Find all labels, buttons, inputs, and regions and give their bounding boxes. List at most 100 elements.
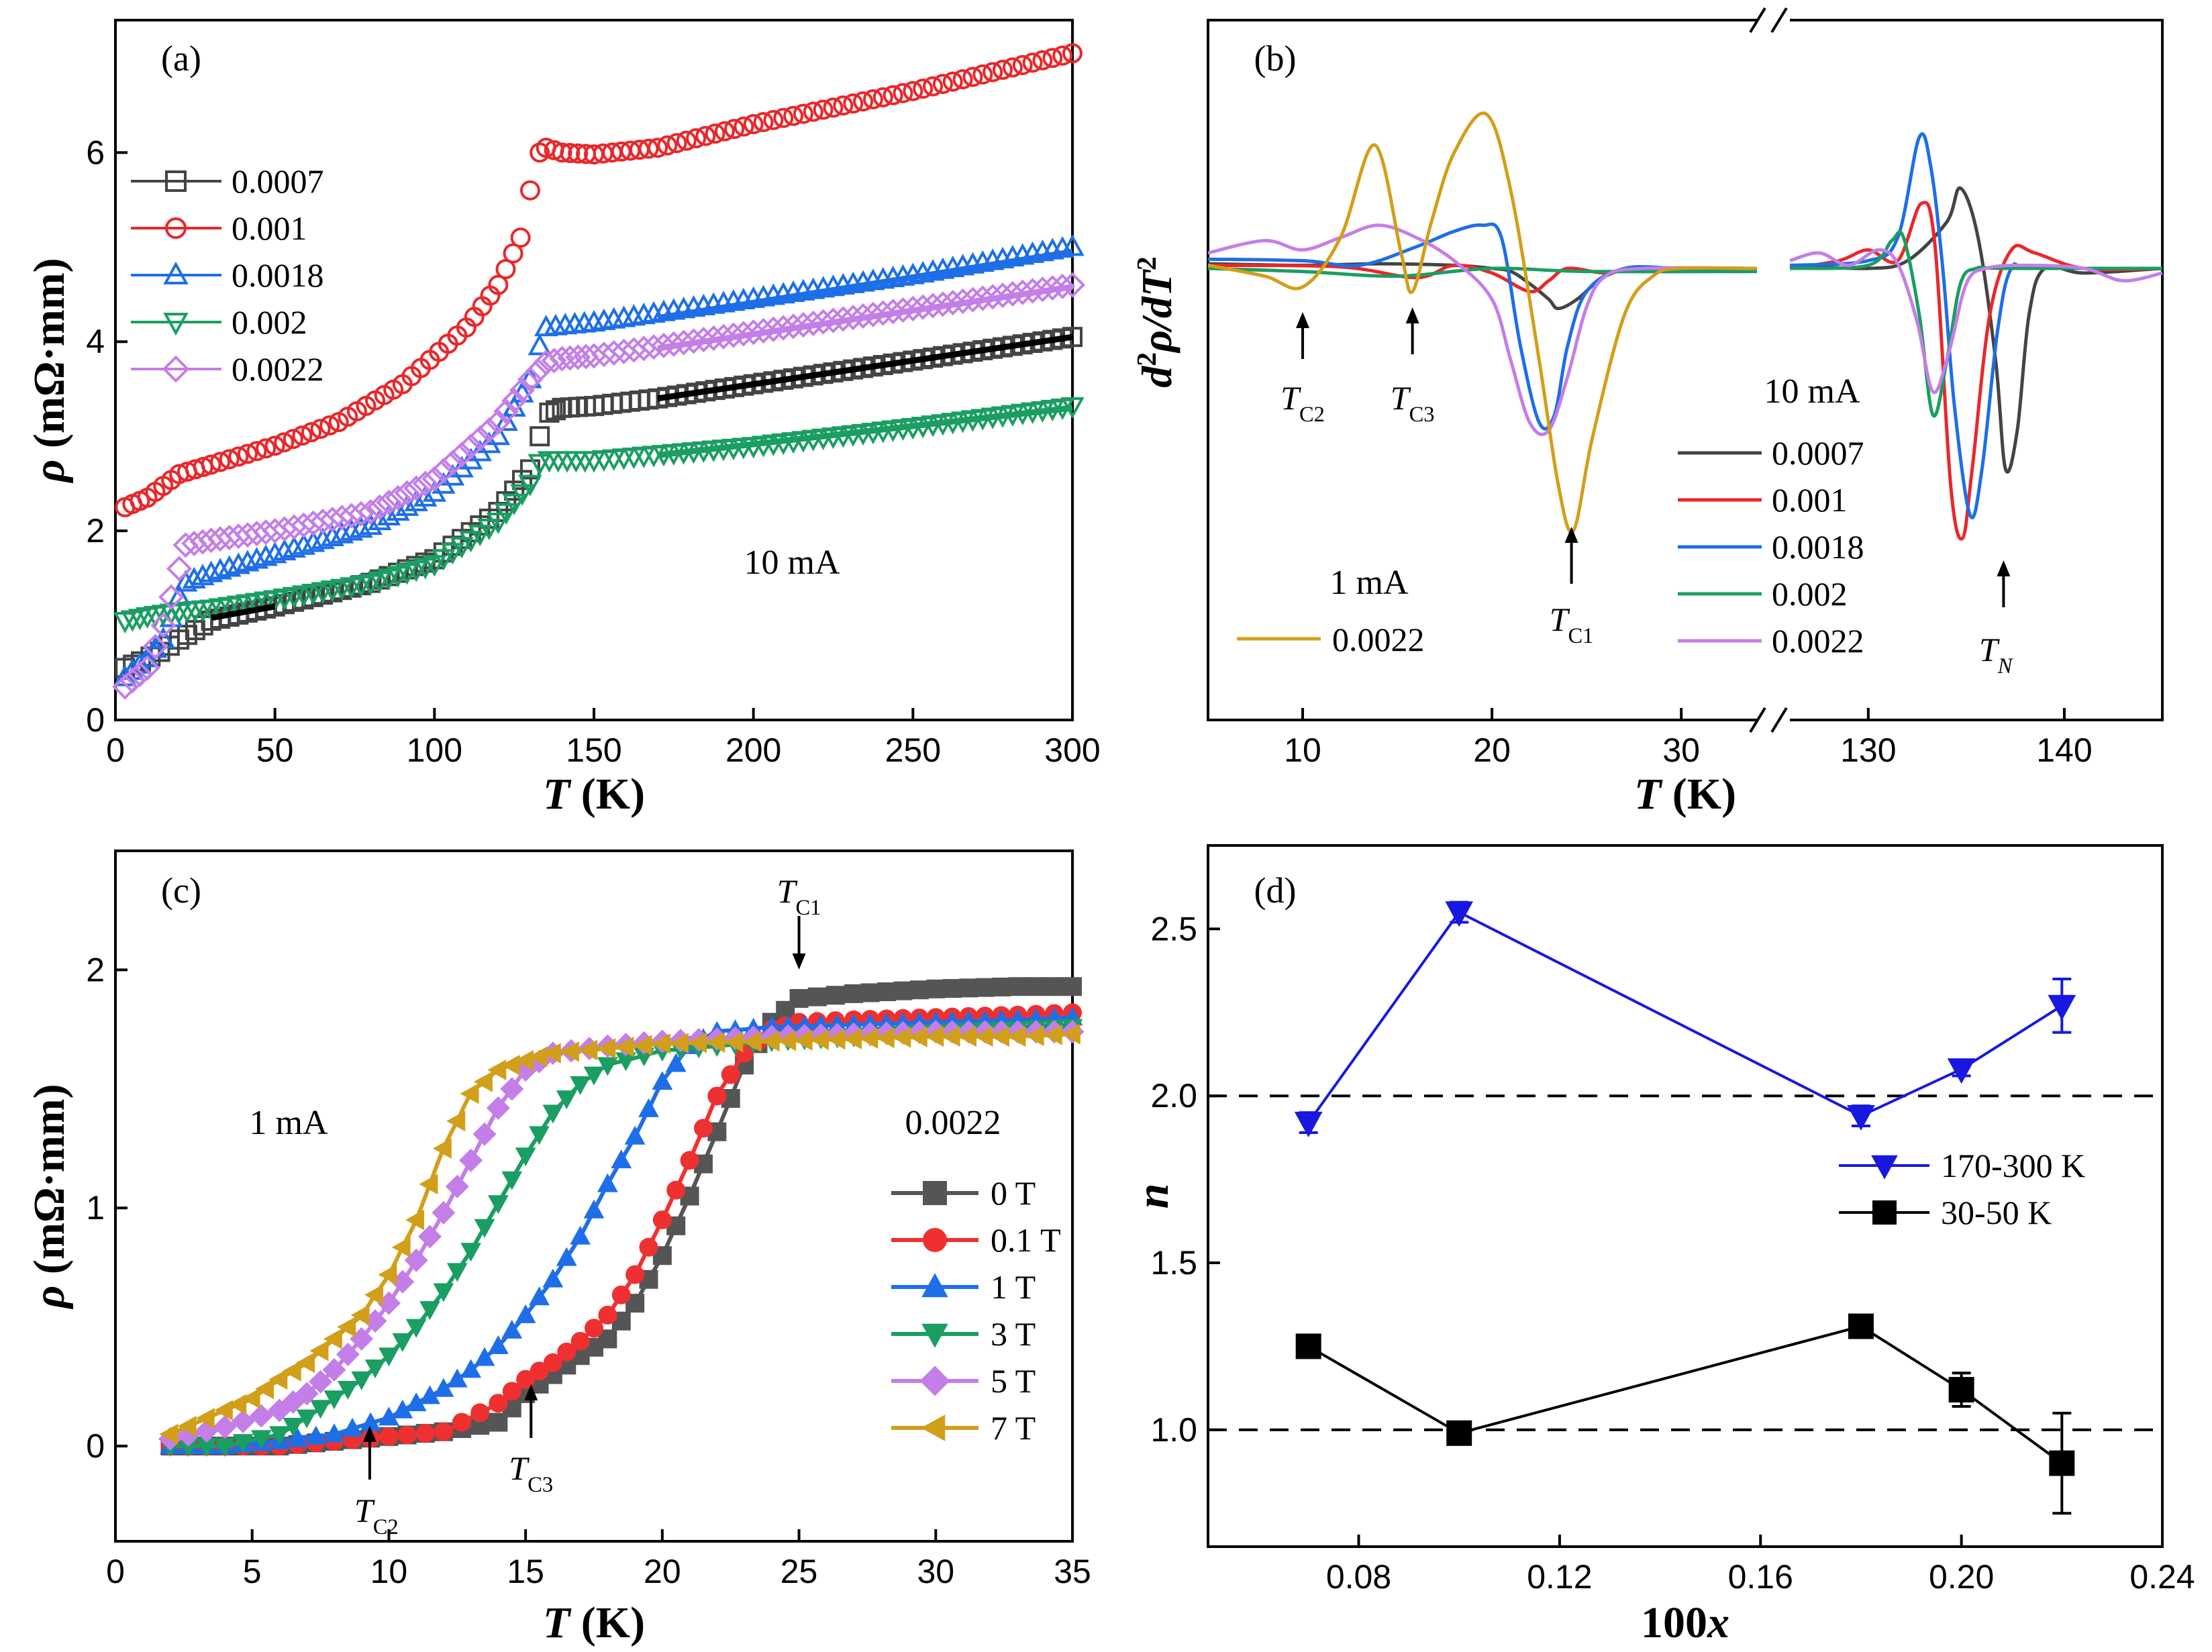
data-point [287,1428,309,1447]
data-point [322,1358,346,1382]
data-point [693,1119,713,1138]
data-point [433,1283,454,1302]
data-point [337,1381,358,1400]
data-point [495,259,516,280]
y-tick-label: 2.0 [1150,1077,1197,1115]
data-point [191,564,215,586]
data-point [585,1319,603,1338]
data-point [853,91,874,112]
data-point [925,1026,944,1047]
data-point [405,1392,427,1412]
y-axis-title: n [1127,1184,1178,1209]
x-axis-title: 100x [1641,1598,1729,1647]
data-point [823,97,844,118]
data-point [231,1409,255,1433]
legend-label: 0.0007 [1772,434,1864,472]
data-point [527,333,552,356]
data-point [517,366,544,393]
x-tick-label: 100 [407,731,462,769]
data-point [657,135,678,156]
data-point [254,544,278,566]
legend-marker [921,1414,946,1441]
series-0.0007 [1207,186,2163,474]
data-point [611,1285,631,1304]
data-point [597,1057,618,1076]
series-0.0022 [1207,111,1758,534]
data-point [688,1032,707,1053]
transition-label: TC1 [777,872,821,920]
data-point [274,432,295,453]
legend-marker [1872,1200,1897,1225]
series-line [1307,910,2063,1124]
data-point [941,1026,960,1047]
data-point [459,1148,483,1172]
data-point [199,560,223,582]
data-point [488,1195,509,1215]
data-point [432,1138,452,1159]
data-point [236,550,260,572]
data-point [890,297,916,323]
curve-segment [1207,111,1758,534]
data-point [651,1033,670,1054]
data-point [487,1060,507,1080]
data-point [378,1264,397,1285]
fit-line [657,405,1073,458]
data-point [990,1026,1009,1047]
data-point [195,1408,215,1429]
data-point [432,549,456,571]
data-point [707,1086,727,1106]
data-point [530,426,550,447]
data-point [283,1418,304,1437]
data-point [283,429,303,450]
data-point [385,484,411,511]
data-point [460,1083,479,1104]
legend: 0 T 0.1 T 1 T 3 T 5 T 7 T [891,1174,1061,1447]
data-point [615,1036,634,1057]
data-point [611,1149,632,1169]
y-tick-label: 2 [86,951,105,988]
data-point [272,539,297,561]
data-point [494,503,518,525]
data-point [503,243,523,264]
data-point [542,1104,564,1124]
data-point [1059,272,1086,298]
data-point [932,74,953,95]
data-point [669,1033,689,1054]
data-point [691,327,717,353]
series-0.0022 [112,272,1086,700]
x-tick-label: 200 [725,731,781,769]
data-point [433,1378,454,1397]
data-point [119,668,146,694]
data-point [843,93,864,114]
arrow-head [1564,527,1578,543]
curve-segment [1789,248,2163,395]
data-point [929,291,956,317]
arrow-head [1405,307,1419,323]
current-annotation: 1 mA [250,1104,328,1142]
x-tick-label: 0 [106,1553,125,1590]
data-point [501,388,527,414]
data-point [1947,1058,1976,1084]
x-tick-label: 35 [1054,1553,1091,1590]
x-tick-label: 0.12 [1527,1558,1592,1596]
data-point [875,1027,895,1049]
x-tick-label: 150 [566,731,621,769]
legend: 0.0007 0.001 0.0018 0.002 0.0022 [131,162,324,388]
data-point [760,316,787,342]
data-point [309,1370,333,1394]
data-point [950,288,976,314]
data-point [488,274,509,295]
data-point [974,1026,993,1047]
data-point [460,1243,482,1262]
data-point [1040,274,1066,301]
data-point [711,323,737,350]
series-0.0018 [1207,132,2162,519]
data-point [364,1284,383,1306]
legend-label: 0.0018 [232,256,324,294]
data-point [597,1038,616,1059]
fit-line [657,248,1073,321]
legend-marker [921,1273,948,1298]
data-point [527,454,552,476]
y-tick-label: 1.5 [1150,1244,1197,1282]
